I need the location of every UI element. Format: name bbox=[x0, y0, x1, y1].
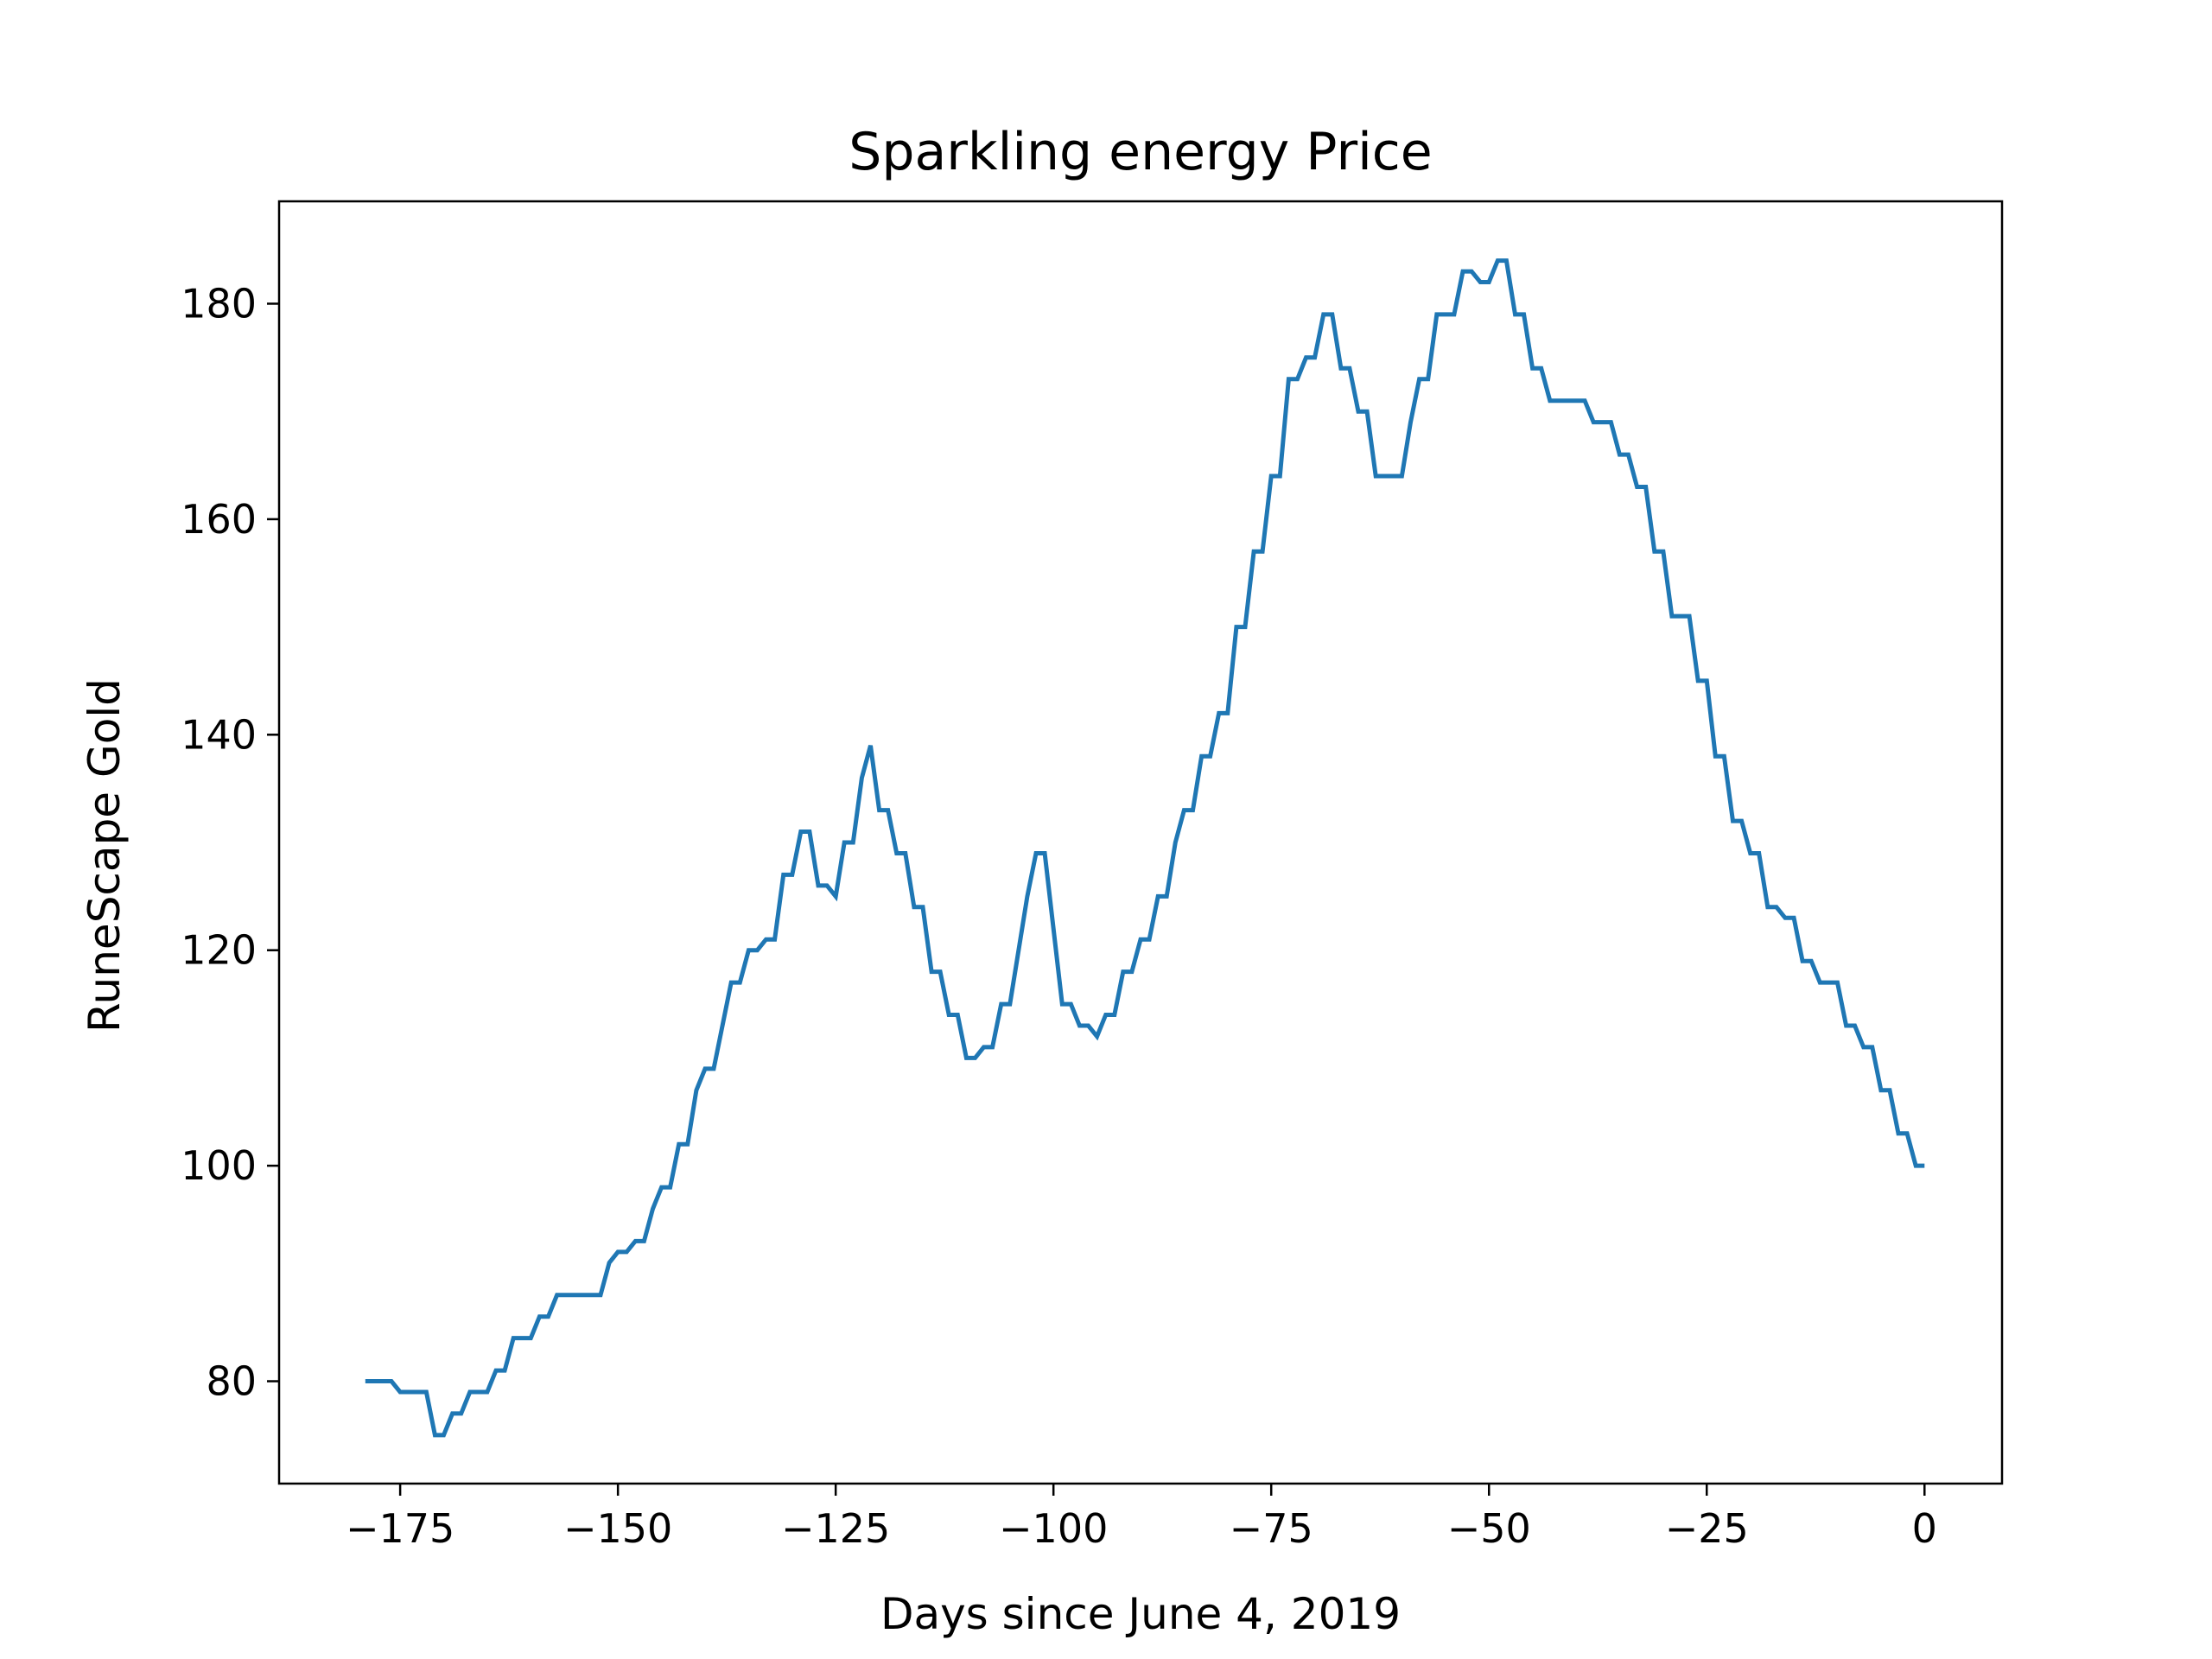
x-tick-label: −50 bbox=[1447, 1505, 1531, 1552]
plot-area bbox=[365, 258, 1925, 1438]
x-tick-label: −75 bbox=[1230, 1505, 1313, 1552]
axes-frame bbox=[277, 200, 2004, 1485]
x-tick-label: −100 bbox=[999, 1505, 1108, 1552]
x-tick-label: −125 bbox=[781, 1505, 890, 1552]
x-axis: −175 −150 −125 −100 −75 −50 −25 0 bbox=[346, 1484, 1937, 1552]
y-tick-label: 140 bbox=[181, 711, 257, 758]
x-tick-label: −150 bbox=[563, 1505, 672, 1552]
x-axis-label: Days since June 4, 2019 bbox=[880, 1589, 1401, 1639]
y-tick-label: 100 bbox=[181, 1142, 257, 1189]
y-axis-label: RuneScape Gold bbox=[79, 678, 130, 1033]
y-tick-label: 180 bbox=[181, 280, 257, 327]
series-line-0 bbox=[365, 258, 1925, 1438]
x-tick-label: −175 bbox=[346, 1505, 454, 1552]
chart-title: Sparkling energy Price bbox=[849, 122, 1432, 182]
y-axis: 80 100 120 140 160 180 bbox=[181, 280, 279, 1405]
y-tick-label: 160 bbox=[181, 496, 257, 543]
x-tick-label: 0 bbox=[1912, 1505, 1937, 1552]
y-tick-label: 120 bbox=[181, 927, 257, 974]
y-tick-label: 80 bbox=[206, 1358, 257, 1405]
x-tick-label: −25 bbox=[1665, 1505, 1749, 1552]
